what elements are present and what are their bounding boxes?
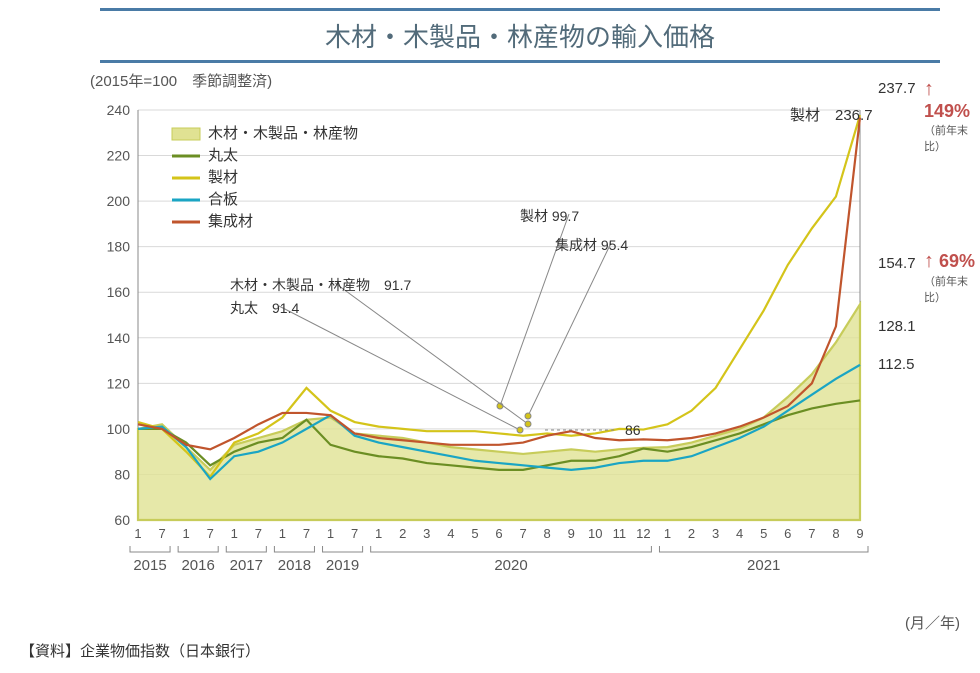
svg-text:4: 4 bbox=[447, 526, 454, 541]
svg-text:2021: 2021 bbox=[747, 557, 780, 574]
percent-badge: ↑ 69%（前年末比） bbox=[924, 250, 980, 305]
end-value-label: 112.5 bbox=[878, 356, 914, 373]
svg-text:220: 220 bbox=[107, 148, 131, 164]
svg-text:1: 1 bbox=[279, 526, 286, 541]
callout-label: 木材・木製品・林産物 91.7 bbox=[230, 275, 411, 295]
svg-text:2: 2 bbox=[688, 526, 695, 541]
svg-text:7: 7 bbox=[158, 526, 165, 541]
percent-badge: ↑ 149%（前年末比） bbox=[924, 78, 980, 154]
svg-text:9: 9 bbox=[568, 526, 575, 541]
svg-text:丸太: 丸太 bbox=[208, 147, 238, 164]
svg-text:6: 6 bbox=[495, 526, 502, 541]
callout-86: 86 bbox=[625, 422, 641, 438]
svg-text:1: 1 bbox=[375, 526, 382, 541]
svg-text:8: 8 bbox=[544, 526, 551, 541]
title-block: 木材・木製品・林産物の輸入価格 bbox=[100, 8, 940, 63]
x-axis-label: (月／年) bbox=[905, 612, 960, 633]
svg-text:240: 240 bbox=[107, 102, 131, 118]
svg-text:200: 200 bbox=[107, 193, 131, 209]
svg-text:8: 8 bbox=[832, 526, 839, 541]
callout-label: 製材 99.7 bbox=[520, 206, 579, 226]
svg-text:12: 12 bbox=[636, 526, 650, 541]
svg-text:60: 60 bbox=[114, 512, 130, 528]
svg-text:製材: 製材 bbox=[208, 169, 238, 186]
svg-text:5: 5 bbox=[760, 526, 767, 541]
svg-text:2017: 2017 bbox=[230, 557, 263, 574]
svg-text:160: 160 bbox=[107, 284, 131, 300]
svg-text:1: 1 bbox=[134, 526, 141, 541]
svg-text:7: 7 bbox=[808, 526, 815, 541]
end-value-label: 154.7 bbox=[878, 255, 916, 272]
svg-text:1: 1 bbox=[664, 526, 671, 541]
price-chart: 6080100120140160180200220240171717171712… bbox=[90, 100, 870, 590]
svg-text:6: 6 bbox=[784, 526, 791, 541]
end-value-label: 237.7 bbox=[878, 80, 916, 97]
svg-text:木材・木製品・林産物: 木材・木製品・林産物 bbox=[208, 125, 358, 142]
end-value-label: 製材 236.7 bbox=[790, 104, 873, 125]
svg-text:3: 3 bbox=[712, 526, 719, 541]
svg-text:10: 10 bbox=[588, 526, 602, 541]
svg-text:5: 5 bbox=[471, 526, 478, 541]
svg-text:2016: 2016 bbox=[181, 557, 214, 574]
svg-text:1: 1 bbox=[183, 526, 190, 541]
svg-text:合板: 合板 bbox=[208, 190, 238, 208]
svg-text:7: 7 bbox=[351, 526, 358, 541]
svg-text:4: 4 bbox=[736, 526, 743, 541]
svg-text:2019: 2019 bbox=[326, 557, 359, 574]
svg-text:7: 7 bbox=[207, 526, 214, 541]
svg-text:7: 7 bbox=[303, 526, 310, 541]
rule-bottom bbox=[100, 60, 940, 63]
svg-text:1: 1 bbox=[327, 526, 334, 541]
svg-text:集成材: 集成材 bbox=[208, 213, 253, 230]
svg-text:1: 1 bbox=[231, 526, 238, 541]
svg-text:180: 180 bbox=[107, 239, 131, 255]
page-title: 木材・木製品・林産物の輸入価格 bbox=[100, 11, 940, 60]
svg-text:11: 11 bbox=[613, 526, 627, 541]
svg-text:100: 100 bbox=[107, 421, 131, 437]
svg-text:120: 120 bbox=[107, 375, 131, 391]
chart-subtitle: (2015年=100 季節調整済) bbox=[90, 70, 272, 91]
svg-text:7: 7 bbox=[255, 526, 262, 541]
svg-text:80: 80 bbox=[114, 466, 130, 482]
callout-label: 集成材 95.4 bbox=[555, 235, 628, 255]
svg-text:2020: 2020 bbox=[494, 557, 527, 574]
svg-text:3: 3 bbox=[423, 526, 430, 541]
svg-text:140: 140 bbox=[107, 330, 131, 346]
svg-text:2: 2 bbox=[399, 526, 406, 541]
svg-text:7: 7 bbox=[519, 526, 526, 541]
svg-text:2015: 2015 bbox=[133, 557, 166, 574]
svg-text:9: 9 bbox=[856, 526, 863, 541]
end-value-label: 128.1 bbox=[878, 318, 916, 335]
svg-text:2018: 2018 bbox=[278, 557, 311, 574]
source-note: 【資料】企業物価指数（日本銀行） bbox=[20, 640, 260, 661]
callout-label: 丸太 91.4 bbox=[230, 298, 299, 318]
